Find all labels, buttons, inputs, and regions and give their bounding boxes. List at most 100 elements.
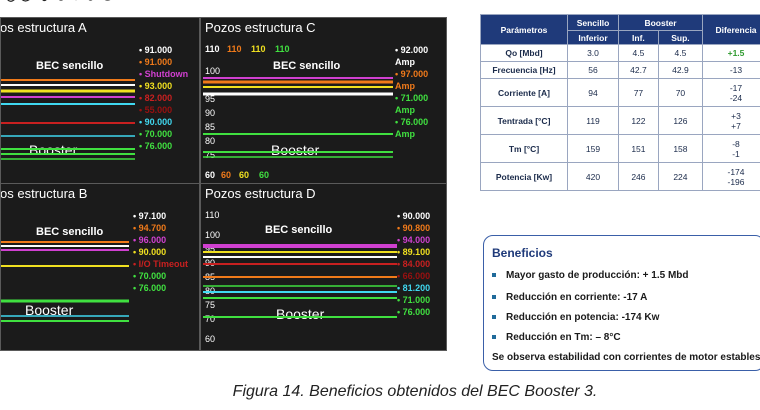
panel-c-top-number: 110 bbox=[275, 44, 290, 54]
cell-inf: 122 bbox=[618, 106, 659, 135]
benefit-text: Mayor gasto de producción: + 1.5 Mbd bbox=[506, 270, 689, 281]
legend-entry: Amp bbox=[395, 105, 415, 115]
panel-d-ytick: 75 bbox=[205, 300, 216, 310]
bullet-icon bbox=[492, 295, 496, 300]
table-row: Tentrada [°C] 119 122 126 +3 +7 bbox=[480, 106, 760, 135]
panel-d-legend: • 90.000 • 90.800 • 94.000 • 89.100 • 84… bbox=[397, 210, 430, 318]
cell-sencillo: 3.0 bbox=[567, 44, 619, 62]
panel-c-bec-label: BEC sencillo bbox=[273, 60, 341, 72]
table-row: Tm [°C] 159 151 158 -8 -1 bbox=[480, 134, 760, 163]
cell-inf: 4.5 bbox=[618, 44, 659, 62]
benefit-item: Reducción en Tm: – 8°C bbox=[492, 332, 621, 343]
panel-d-traces bbox=[203, 244, 397, 318]
cell-sencillo: 119 bbox=[567, 106, 619, 135]
header-sup: Sup. bbox=[657, 30, 704, 45]
benefit-text: Reducción en corriente: -17 A bbox=[506, 292, 648, 303]
chart-panel-d: Pozos estructura D 110 100 95 90 85 80 7… bbox=[200, 183, 447, 351]
legend-entry: • 96.000 bbox=[133, 235, 167, 245]
legend-entry: • 93.000 bbox=[139, 81, 173, 91]
row-name: Frecuencia [Hz] bbox=[480, 61, 568, 79]
bullet-icon bbox=[492, 273, 496, 278]
cell-sencillo: 94 bbox=[567, 78, 619, 107]
panel-c-top-number: 110 bbox=[227, 44, 242, 54]
cell-sup: 70 bbox=[657, 78, 704, 107]
legend-entry: • 71.000 bbox=[395, 93, 429, 103]
panel-d-ytick: 100 bbox=[205, 230, 221, 240]
benefit-text: Reducción en Tm: – 8°C bbox=[506, 332, 621, 343]
header-booster: Booster bbox=[618, 14, 703, 31]
cell-diff: -13 bbox=[702, 61, 760, 79]
legend-entry: • 91.000 bbox=[139, 45, 173, 55]
panel-c-ytick: 80 bbox=[205, 136, 216, 146]
cell-diff: +3 +7 bbox=[702, 106, 760, 135]
diff-value: +7 bbox=[731, 120, 741, 131]
header-sencillo: Sencillo bbox=[567, 14, 619, 31]
header-inf: Inf. bbox=[618, 30, 659, 45]
table-row: Frecuencia [Hz] 56 42.7 42.9 -13 bbox=[480, 61, 760, 79]
panel-c-ytick: 90 bbox=[205, 108, 216, 118]
panel-c-top-number: 110 bbox=[251, 44, 266, 54]
legend-entry: • 84.000 bbox=[397, 259, 431, 269]
panel-a-title: os estructura A bbox=[0, 20, 87, 35]
panel-b-legend: • 97.100 • 94.700 • 96.000 • 90.000 • I/… bbox=[133, 210, 188, 294]
panel-b-booster-label: Booster bbox=[25, 302, 74, 318]
cell-sup: 126 bbox=[657, 106, 704, 135]
table-row: Corriente [A] 94 77 70 -17 -24 bbox=[480, 78, 760, 107]
legend-entry: • Shutdown bbox=[139, 69, 189, 79]
panel-a-legend: • 91.000 • 91.000 • Shutdown • 93.000 • … bbox=[139, 44, 188, 152]
row-name: Tm [°C] bbox=[480, 134, 568, 163]
legend-entry: • 82.000 bbox=[139, 93, 173, 103]
benefit-item: Reducción en corriente: -17 A bbox=[492, 292, 647, 303]
panel-c-bottom-number: 60 bbox=[239, 170, 250, 180]
legend-entry: • 66.000 bbox=[397, 271, 431, 281]
benefit-item: Reducción en potencia: -174 Kw bbox=[492, 312, 659, 323]
cell-inf: 77 bbox=[618, 78, 659, 107]
legend-entry: • 90.000 bbox=[397, 211, 431, 221]
legend-entry: • 90.800 bbox=[397, 223, 431, 233]
legend-entry: • 90.000 bbox=[139, 117, 173, 127]
legend-entry: Amp bbox=[395, 129, 415, 139]
legend-entry: • 92.000 bbox=[395, 45, 429, 55]
legend-entry: • 76.000 bbox=[397, 307, 431, 317]
cell-inf: 246 bbox=[618, 162, 659, 191]
legend-entry: • 97.100 bbox=[133, 211, 167, 221]
cell-inf: 151 bbox=[618, 134, 659, 163]
panel-c-bottom-number: 60 bbox=[259, 170, 270, 180]
legend-entry: • 70.000 bbox=[133, 271, 167, 281]
legend-entry: • 94.000 bbox=[397, 235, 431, 245]
legend-entry: Amp bbox=[395, 57, 415, 67]
cell-sup: 42.9 bbox=[657, 61, 704, 79]
panel-c-booster-label: Booster bbox=[271, 142, 320, 158]
panel-c-bottom-number: 60 bbox=[205, 170, 216, 180]
panel-d-ytick: 110 bbox=[205, 210, 220, 220]
cell-sencillo: 420 bbox=[567, 162, 619, 191]
diff-value: -8 bbox=[732, 138, 740, 149]
bullet-icon bbox=[492, 315, 496, 320]
diff-value: -196 bbox=[727, 176, 745, 187]
legend-entry: • 70.000 bbox=[139, 129, 173, 139]
diff-value: -24 bbox=[729, 92, 743, 103]
cell-sup: 158 bbox=[657, 134, 704, 163]
chart-panel-a: os estructura A BEC sencillo Booster • 9… bbox=[0, 17, 200, 185]
legend-entry: • 89.100 bbox=[397, 247, 431, 257]
legend-entry: • 90.000 bbox=[133, 247, 167, 257]
panel-c-ytick: 85 bbox=[205, 122, 216, 132]
panel-c-legend: • 92.000 Amp • 97.000 Amp • 71.000 Amp •… bbox=[395, 44, 428, 140]
legend-entry: • 55.000 bbox=[139, 105, 173, 115]
benefit-text: Reducción en potencia: -174 Kw bbox=[506, 312, 660, 323]
panel-d-bec-label: BEC sencillo bbox=[265, 224, 333, 236]
bullet-icon bbox=[492, 335, 496, 340]
table-row: Potencia [Kw] 420 246 224 -174 -196 bbox=[480, 162, 760, 191]
chart-panel-c: Pozos estructura C 110 110 110 110 100 9… bbox=[200, 17, 447, 185]
cell-diff: -17 -24 bbox=[702, 78, 760, 107]
cell-diff: -8 -1 bbox=[702, 134, 760, 163]
benefit-item: Mayor gasto de producción: + 1.5 Mbd bbox=[492, 270, 689, 281]
row-name: Corriente [A] bbox=[480, 78, 568, 107]
diff-value: -174 bbox=[727, 166, 745, 177]
panel-c-ytick: 75 bbox=[205, 150, 216, 160]
cell-sup: 4.5 bbox=[657, 44, 704, 62]
panel-b-traces bbox=[1, 241, 129, 322]
table-row: Qo [Mbd] 3.0 4.5 4.5 +1.5 bbox=[480, 44, 760, 62]
panel-c-bottom-number: 60 bbox=[221, 170, 232, 180]
legend-entry: • 76.000 bbox=[139, 141, 173, 151]
